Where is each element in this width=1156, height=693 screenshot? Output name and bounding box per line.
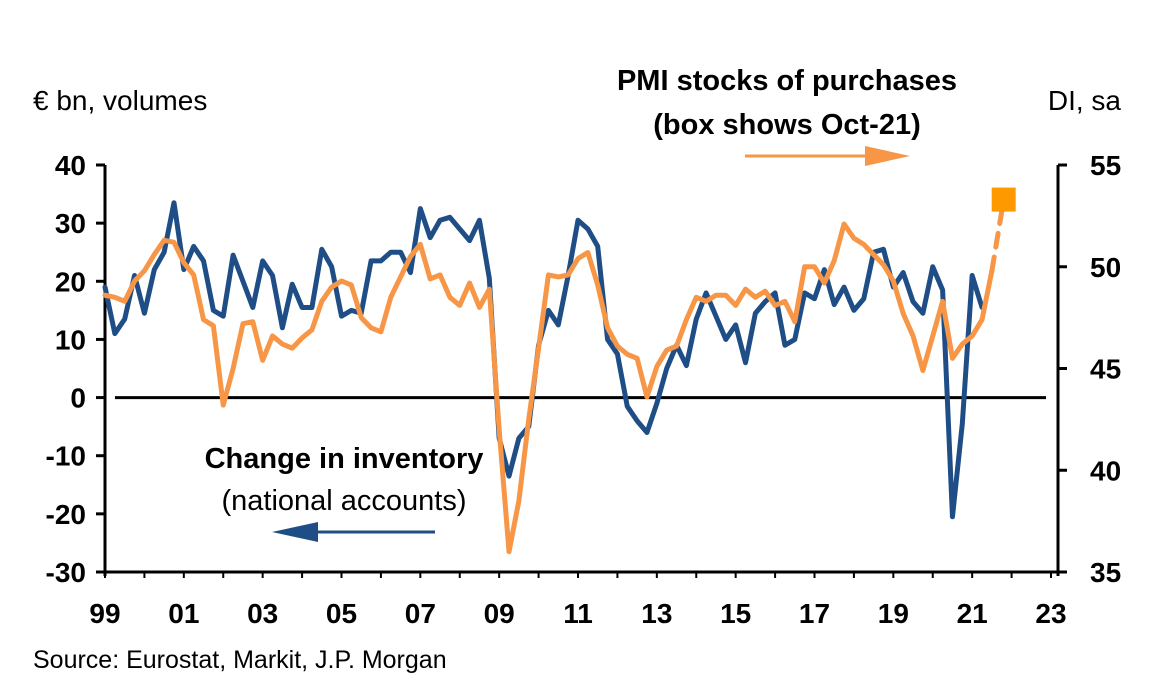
right-axis-tick-label: 45	[1090, 354, 1121, 385]
x-axis-tick-label: 13	[641, 598, 672, 629]
x-axis-tick-label: 01	[168, 598, 199, 629]
right-axis-title: DI, sa	[1048, 85, 1122, 116]
x-axis-tick-label: 11	[563, 598, 593, 629]
left-axis-tick-label: 10	[55, 324, 86, 355]
left-axis-tick-label: 40	[55, 150, 86, 181]
x-axis-tick-label: 21	[957, 598, 988, 629]
left-axis-tick-label: 20	[55, 266, 86, 297]
x-axis-tick-label: 23	[1035, 598, 1066, 629]
x-axis-tick-label: 17	[799, 598, 830, 629]
x-axis-tick-label: 15	[720, 598, 751, 629]
inventory-annotation-line1: Change in inventory	[205, 443, 484, 475]
pmi-annotation-line1: PMI stocks of purchases	[617, 65, 957, 97]
oct-21-marker	[991, 187, 1016, 212]
right-axis-tick-label: 55	[1090, 150, 1121, 181]
source-note: Source: Eurostat, Markit, J.P. Morgan	[33, 646, 447, 674]
right-arrow-icon	[745, 146, 910, 166]
left-axis-tick-label: -10	[46, 441, 86, 472]
x-axis-tick-label: 09	[484, 598, 515, 629]
left-axis-tick-label: 30	[55, 208, 86, 239]
x-axis-tick-label: 03	[247, 598, 278, 629]
x-axis-tick-label: 05	[326, 598, 357, 629]
x-axis-tick-label: 99	[89, 598, 120, 629]
right-axis-tick-label: 50	[1090, 252, 1121, 283]
x-axis-tick-label: 07	[405, 598, 436, 629]
left-axis-tick-label: 0	[70, 383, 86, 414]
left-axis-tick-label: -30	[46, 557, 86, 588]
pmi-annotation-line2: (box shows Oct-21)	[653, 109, 921, 141]
left-axis-tick-label: -20	[46, 499, 86, 530]
x-axis-tick-label: 19	[878, 598, 909, 629]
left-arrow-icon	[272, 522, 435, 542]
inventory-annotation-line2: (national accounts)	[221, 485, 466, 517]
right-axis-tick-label: 40	[1090, 455, 1121, 486]
right-axis-tick-label: 35	[1090, 557, 1121, 588]
left-axis-title: € bn, volumes	[33, 85, 207, 116]
